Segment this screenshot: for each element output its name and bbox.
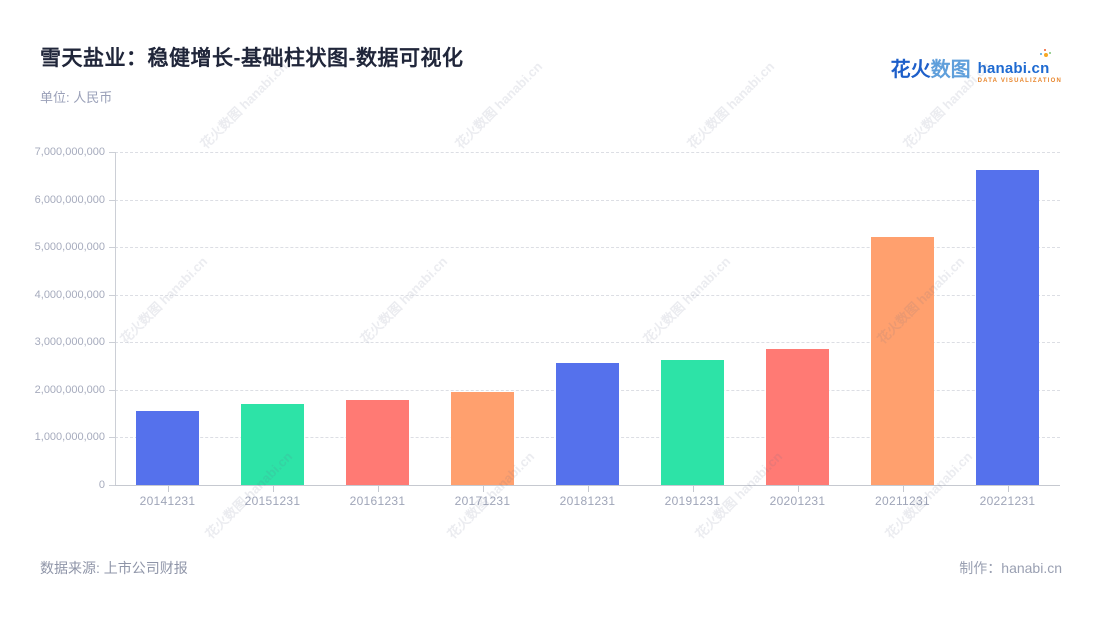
x-axis-tick [692,486,694,492]
page-title: 雪天盐业：稳健增长-基础柱状图-数据可视化 [40,47,464,70]
bar[interactable] [451,392,514,485]
hanabi-logo-cn: 花火数图 [891,58,971,82]
y-axis-tick [109,152,115,153]
data-source-note: 数据来源: 上市公司财报 [40,560,188,576]
y-axis-tick [109,247,115,249]
gridline [115,247,1060,249]
gridline [115,342,1060,344]
x-axis-tick [587,486,589,492]
firework-sparkle-icon [1044,53,1048,57]
hanabi-logo-tagline: DATA VISUALIZATION [977,78,1062,84]
y-axis-label: 0 [98,479,105,491]
x-axis-tick [377,486,379,492]
bar[interactable] [871,237,934,485]
x-axis-label: 20171231 [454,494,511,508]
hanabi-logo[interactable]: 花火数图 hanabi.cn DATA VISUALIZATION [891,53,1062,84]
x-axis-tick [797,486,799,492]
bar[interactable] [766,348,829,485]
hanabi-logo-en-wrap: hanabi.cn DATA VISUALIZATION [977,53,1062,84]
y-axis-tick [109,437,115,439]
hanabi-logo-url: hanabi.cn [977,60,1050,77]
y-axis-tick [109,294,115,296]
credit-note: 制作：hanabi.cn [959,560,1062,576]
y-axis-label: 2,000,000,000 [34,383,105,396]
gridline [115,199,1060,201]
y-axis-label: 3,000,000,000 [34,336,105,349]
bar[interactable] [241,403,304,485]
gridline [115,152,1060,153]
x-axis-label: 20151231 [244,494,301,508]
x-axis-label: 20191231 [664,494,721,508]
x-axis-label: 20221231 [979,494,1036,508]
x-axis-tick [482,486,484,492]
unit-label: 单位: 人民币 [40,90,113,105]
bar[interactable] [976,169,1039,485]
x-axis-tick [272,486,274,492]
watermark-text: 花火数图 hanabi.cn [684,58,778,152]
x-axis-label: 20141231 [139,494,196,508]
x-axis-tick [902,486,904,492]
y-axis-tick [109,485,115,486]
y-axis-label: 1,000,000,000 [34,431,105,444]
x-axis-label: 20201231 [769,494,826,508]
y-axis-line [115,152,116,485]
bar[interactable] [136,411,199,485]
y-axis-label: 4,000,000,000 [34,288,105,301]
hanabi-logo-cn-secondary: 数图 [930,59,971,81]
gridline [115,294,1060,296]
y-axis-label: 6,000,000,000 [34,193,105,206]
bar[interactable] [661,360,724,485]
y-axis-label: 7,000,000,000 [34,146,105,158]
bar[interactable] [556,362,619,485]
x-axis-tick [167,486,169,492]
x-axis-label: 20211231 [875,494,930,508]
x-axis-label: 20181231 [559,494,616,508]
bar[interactable] [346,400,409,485]
x-axis-tick [1007,486,1009,492]
x-axis-line [113,485,1060,486]
y-axis-tick [109,199,115,201]
watermark-text: 花火数图 hanabi.cn [452,58,546,152]
y-axis-tick [109,389,115,391]
hanabi-logo-cn-primary: 花火 [890,59,931,81]
plot-area [115,152,1060,485]
y-axis-tick [109,342,115,344]
y-axis-label: 5,000,000,000 [34,241,105,254]
x-axis-label: 20161231 [349,494,406,508]
